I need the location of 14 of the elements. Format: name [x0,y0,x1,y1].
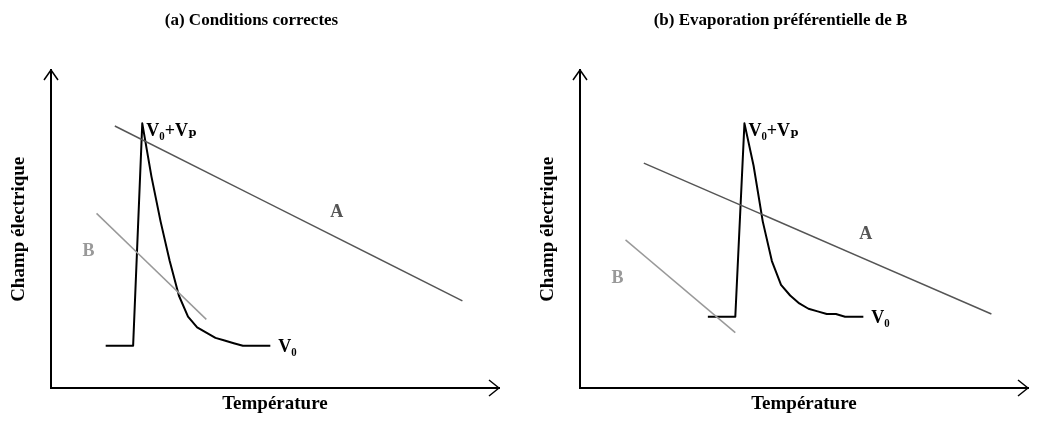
annotation: V₀+Vₚ [146,120,197,141]
annotation: V₀+Vₚ [748,120,800,141]
chart-title: (a) Conditions correctes [164,9,339,29]
chart-title: (b) Evaporation préférentielle de B [653,9,908,29]
annotation: V₀ [871,307,890,328]
series-label: B [611,266,624,287]
series-label: B [82,240,95,261]
x-axis-title: Température [751,391,857,413]
y-axis-title: Champ électrique [536,156,558,302]
series-label: A [859,223,873,244]
series-label: A [330,201,344,222]
x-axis-title: Température [222,391,328,413]
y-axis-title: Champ électrique [7,156,29,302]
annotation: V₀ [278,336,297,357]
